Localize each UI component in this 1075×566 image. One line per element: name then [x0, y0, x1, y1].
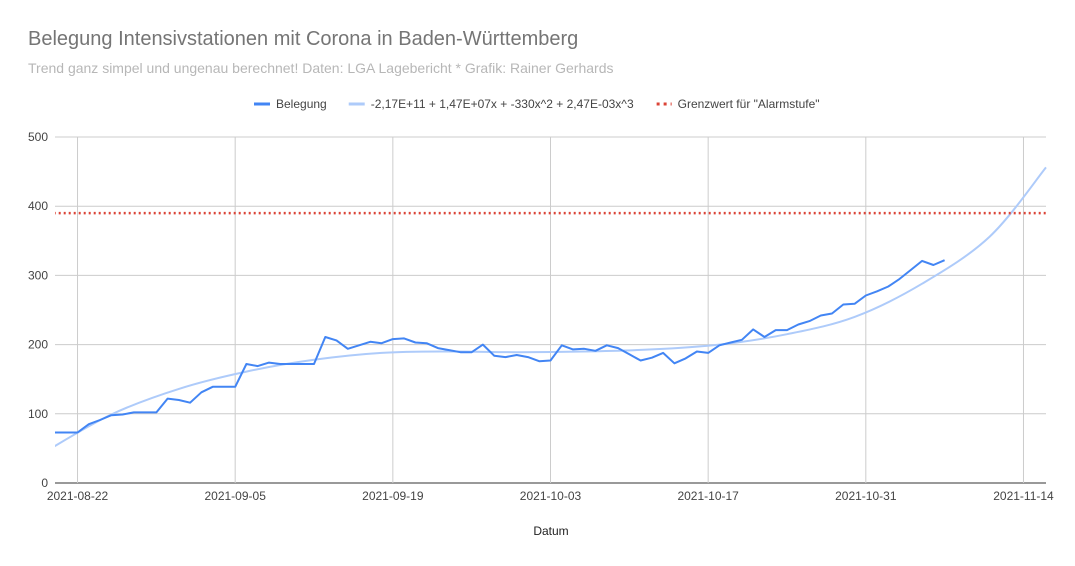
legend-label: -2,17E+11 + 1,47E+07x + -330x^2 + 2,47E-… [371, 97, 634, 111]
y-tick-label: 500 [28, 130, 48, 144]
x-tick-label: 2021-09-19 [362, 489, 424, 503]
y-axis-labels: 0 100 200 300 400 500 [28, 130, 48, 490]
x-tick-label: 2021-10-03 [520, 489, 582, 503]
series-layer [55, 166, 1047, 448]
y-tick-label: 100 [28, 407, 48, 421]
y-tick-label: 0 [41, 476, 48, 490]
chart-legend: Belegung -2,17E+11 + 1,47E+07x + -330x^2 … [254, 97, 820, 111]
trendline-polynomial [55, 166, 1047, 448]
x-tick-label: 2021-10-31 [835, 489, 897, 503]
x-gridlines [77, 137, 1024, 483]
x-tick-label: 2021-10-17 [677, 489, 739, 503]
x-tick-label: 2021-11-14 [993, 489, 1054, 503]
x-tick-label: 2021-09-05 [204, 489, 266, 503]
chart-subtitle: Trend ganz simpel und ungenau berechnet!… [28, 60, 614, 76]
legend-item: -2,17E+11 + 1,47E+07x + -330x^2 + 2,47E-… [348, 97, 634, 111]
y-tick-label: 400 [28, 199, 48, 213]
x-axis-title: Datum [533, 524, 568, 538]
x-tick-label: 2021-08-22 [47, 489, 109, 503]
legend-label: Grenzwert für "Alarmstufe" [678, 97, 820, 111]
chart-title: Belegung Intensivstationen mit Corona in… [28, 28, 579, 50]
legend-item: Belegung [254, 97, 327, 111]
legend-item: Grenzwert für "Alarmstufe" [656, 97, 820, 111]
y-tick-label: 200 [28, 338, 48, 352]
y-tick-label: 300 [28, 268, 48, 282]
legend-label: Belegung [276, 97, 327, 111]
x-axis-labels: 2021-08-22 2021-09-05 2021-09-19 2021-10-03… [47, 489, 1054, 503]
series-line-belegung [55, 259, 945, 434]
